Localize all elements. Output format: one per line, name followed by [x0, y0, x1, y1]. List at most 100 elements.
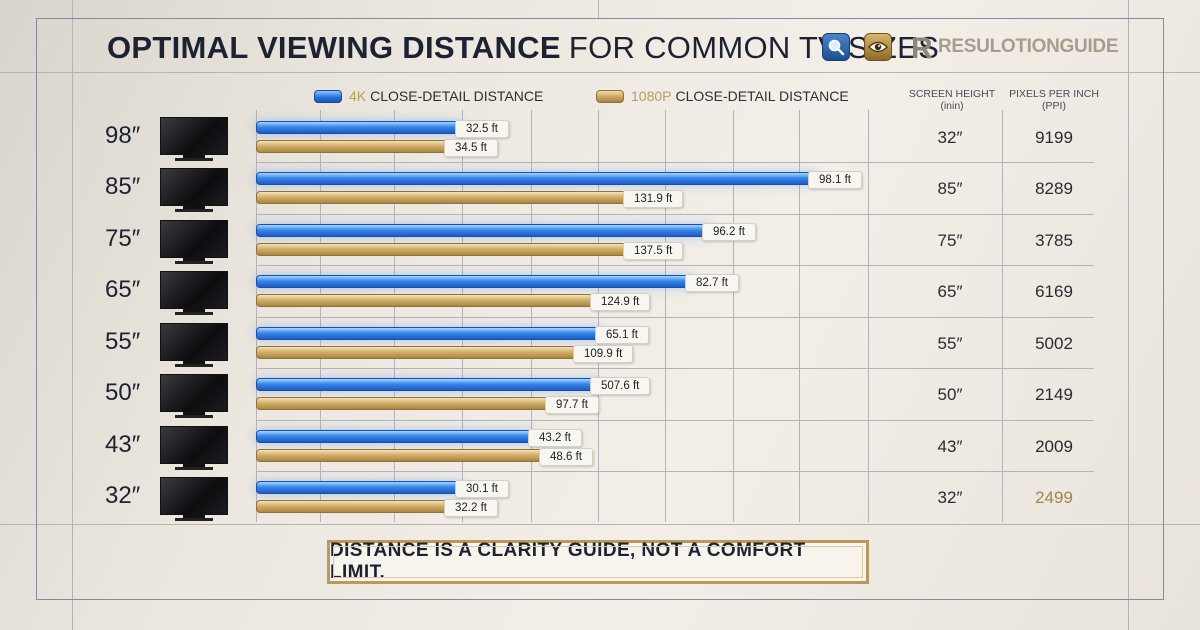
- gridline: [665, 110, 666, 522]
- gridline: [868, 110, 869, 522]
- search-button[interactable]: [822, 33, 850, 61]
- screen-height-value: 50″: [937, 385, 963, 404]
- legend-4k: 4K CLOSE-DETAIL DISTANCE: [314, 88, 543, 104]
- legend-1080p: 1080P CLOSE-DETAIL DISTANCE: [596, 88, 849, 104]
- value-label-1080p: 137.5 ft: [623, 242, 684, 260]
- legend-swatch-4k: [314, 89, 342, 103]
- bar-1080p: [256, 397, 553, 410]
- bar-1080p: [256, 346, 581, 359]
- tv-icon: [160, 323, 228, 369]
- view-button[interactable]: [864, 33, 892, 61]
- ppi-value: 5002: [1035, 334, 1073, 353]
- bar-1080p: [256, 191, 631, 204]
- tv-size-label: 55″: [105, 328, 141, 355]
- value-label-1080p: 32.2 ft: [444, 499, 498, 517]
- title-bold: OPTIMAL VIEWING DISTANCE: [107, 30, 561, 65]
- tv-icon: [160, 117, 228, 163]
- screen-height-value: 32″: [937, 128, 963, 147]
- value-label-4k: 32.5 ft: [455, 120, 509, 138]
- tv-icon: [160, 220, 228, 266]
- screen-height-value: 85″: [937, 179, 963, 198]
- value-label-1080p: 97.7 ft: [545, 396, 599, 414]
- column-header-screen-height: SCREEN HEIGHT (inin): [900, 88, 1004, 112]
- screen-height-value: 55″: [937, 334, 963, 353]
- bar-4k: [256, 121, 463, 134]
- gridline: [256, 317, 1094, 318]
- value-label-1080p: 124.9 ft: [590, 293, 651, 311]
- legend-label: CLOSE-DETAIL DISTANCE: [675, 88, 849, 104]
- value-label-4k: 96.2 ft: [702, 223, 756, 241]
- ppi-value: 2149: [1035, 385, 1073, 404]
- value-label-1080p: 109.9 ft: [573, 345, 634, 363]
- column-header-title: PIXELS PER INCH: [1009, 88, 1099, 100]
- footer-text: DISTANCE IS A CLARITY GUIDE, NOT A COMFO…: [330, 540, 806, 583]
- brand-mark: R: [911, 32, 933, 62]
- value-label-1080p: 48.6 ft: [539, 448, 593, 466]
- gridline: [531, 110, 532, 522]
- bar-1080p: [256, 500, 452, 513]
- gridline: [0, 524, 1200, 525]
- column-header-ppi: PIXELS PER INCH (PPI): [1002, 88, 1106, 112]
- gridline: [1002, 110, 1003, 522]
- value-label-4k: 30.1 ft: [455, 480, 509, 498]
- tv-size-label: 65″: [105, 276, 141, 303]
- chart-title: OPTIMAL VIEWING DISTANCE FOR COMMON TV SI…: [107, 30, 939, 66]
- bar-1080p: [256, 140, 452, 153]
- gridline: [1128, 0, 1129, 630]
- legend-prefix: 4K: [349, 88, 367, 104]
- gridline: [733, 110, 734, 522]
- footer-note: DISTANCE IS A CLARITY GUIDE, NOT A COMFO…: [327, 540, 869, 584]
- bar-1080p: [256, 294, 598, 307]
- bar-4k: [256, 430, 536, 443]
- column-header-unit: (inin): [940, 100, 964, 112]
- gridline: [256, 368, 1094, 369]
- legend-swatch-1080p: [596, 89, 624, 103]
- tv-icon: [160, 426, 228, 472]
- gridline: [256, 110, 257, 522]
- column-header-title: SCREEN HEIGHT: [908, 88, 996, 100]
- tv-icon: [160, 477, 228, 523]
- gridline: [256, 265, 1094, 266]
- ppi-value: 2499: [1035, 488, 1073, 507]
- gridline: [598, 110, 599, 522]
- tv-size-label: 32″: [105, 482, 141, 509]
- gridline: [256, 420, 1094, 421]
- ppi-value: 9199: [1035, 128, 1073, 147]
- value-label-1080p: 131.9 ft: [623, 190, 684, 208]
- eye-icon: [868, 41, 888, 53]
- tv-icon: [160, 271, 228, 317]
- value-label-4k: 507.6 ft: [590, 377, 651, 395]
- legend-prefix: 1080P: [631, 88, 672, 104]
- gridline: [394, 110, 395, 522]
- value-label-4k: 65.1 ft: [595, 326, 649, 344]
- value-label-4k: 82.7 ft: [685, 274, 739, 292]
- screen-height-value: 43″: [937, 437, 963, 456]
- tv-size-label: 43″: [105, 431, 141, 458]
- tv-icon: [160, 374, 228, 420]
- tv-size-label: 98″: [105, 122, 141, 149]
- screen-height-value: 32″: [937, 488, 963, 507]
- bar-4k: [256, 481, 463, 494]
- search-icon: [828, 39, 845, 56]
- value-label-4k: 43.2 ft: [528, 429, 582, 447]
- svg-text:R: R: [911, 32, 933, 62]
- bar-4k: [256, 378, 598, 391]
- gridline: [0, 72, 1200, 73]
- gridline: [320, 110, 321, 522]
- ppi-value: 6169: [1035, 282, 1073, 301]
- gridline: [598, 0, 599, 18]
- ppi-value: 2009: [1035, 437, 1073, 456]
- bar-4k: [256, 327, 603, 340]
- screen-height-value: 75″: [937, 231, 963, 250]
- ppi-value: 8289: [1035, 179, 1073, 198]
- gridline: [256, 214, 1094, 215]
- value-label-4k: 98.1 ft: [808, 171, 862, 189]
- bar-1080p: [256, 243, 631, 256]
- bar-4k: [256, 275, 693, 288]
- bar-1080p: [256, 449, 547, 462]
- column-header-unit: (PPI): [1042, 100, 1066, 112]
- ppi-value: 3785: [1035, 231, 1073, 250]
- bar-4k: [256, 224, 710, 237]
- bar-4k: [256, 172, 816, 185]
- gridline: [799, 110, 800, 522]
